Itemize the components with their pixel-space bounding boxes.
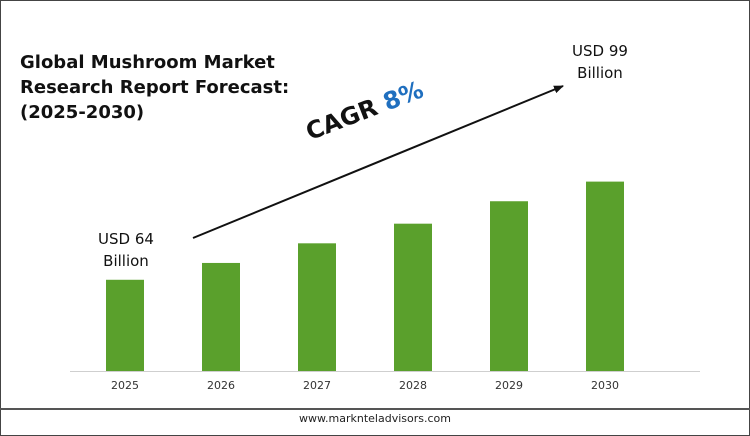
x-tick-label: 2026 xyxy=(207,379,235,392)
bar-2026 xyxy=(202,262,240,371)
x-tick-label: 2028 xyxy=(399,379,427,392)
end-value-line-2: Billion xyxy=(577,64,623,82)
title-line-2: Research Report Forecast: xyxy=(20,77,290,98)
end-value-line-1: USD 99 xyxy=(572,42,628,60)
x-tick-label: 2027 xyxy=(303,379,331,392)
title-line-3: (2025-2030) xyxy=(20,102,145,123)
start-value-line-2: Billion xyxy=(103,252,149,270)
start-value-annotation: USD 64 Billion xyxy=(84,228,168,272)
start-value-line-1: USD 64 xyxy=(98,230,154,248)
title-line-1: Global Mushroom Market xyxy=(20,52,275,73)
x-tick-label: 2030 xyxy=(591,379,619,392)
trend-arrow xyxy=(192,85,564,239)
bar-2028 xyxy=(394,223,432,371)
chart-title: Global Mushroom Market Research Report F… xyxy=(20,50,320,125)
end-value-annotation: USD 99 Billion xyxy=(558,40,642,84)
footer-url: www.marknteladvisors.com xyxy=(299,412,451,425)
bar-2030 xyxy=(586,181,624,371)
x-tick-label: 2029 xyxy=(495,379,523,392)
footer-divider xyxy=(0,408,750,410)
x-tick-label: 2025 xyxy=(111,379,139,392)
bar-2027 xyxy=(298,243,336,371)
bar-2025 xyxy=(106,279,144,371)
bar-2029 xyxy=(490,201,528,371)
